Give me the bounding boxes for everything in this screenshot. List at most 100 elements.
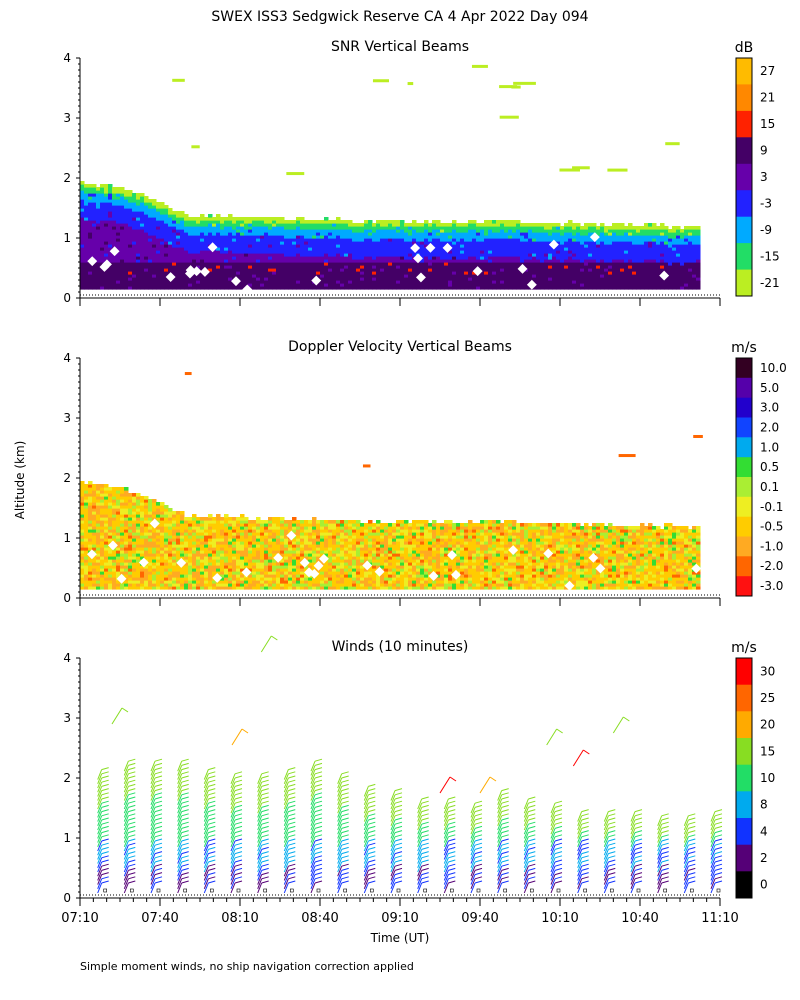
heatmap-cell [120, 259, 125, 263]
heatmap-cell [352, 274, 357, 278]
heatmap-cell [504, 244, 509, 248]
heatmap-cell [160, 529, 165, 533]
heatmap-cell [156, 211, 161, 215]
heatmap-cell [164, 286, 169, 290]
heatmap-cell [176, 280, 181, 284]
heatmap-cell [220, 271, 225, 275]
heatmap-cell [132, 226, 137, 230]
heatmap-cell [112, 268, 117, 272]
heatmap-cell [276, 283, 281, 287]
heatmap-cell [564, 262, 569, 266]
heatmap-cell [144, 586, 149, 590]
heatmap-cell [88, 517, 93, 521]
heatmap-cell [632, 262, 637, 266]
heatmap-cell [680, 253, 685, 257]
heatmap-cell [588, 244, 593, 248]
heatmap-cell [268, 220, 273, 224]
heatmap-cell [312, 256, 317, 260]
heatmap-cell [348, 259, 353, 263]
heatmap-cell [652, 241, 657, 245]
heatmap-cell [172, 280, 177, 284]
heatmap-cell [328, 244, 333, 248]
heatmap-cell [144, 547, 149, 551]
heatmap-cell [172, 511, 177, 515]
heatmap-cell [176, 217, 181, 221]
heatmap-cell [200, 274, 205, 278]
heatmap-cell [96, 268, 101, 272]
heatmap-cell [604, 229, 609, 233]
heatmap-cell [132, 202, 137, 206]
heatmap-cell [536, 235, 541, 239]
heatmap-cell [132, 223, 137, 227]
heatmap-cell [128, 535, 133, 539]
heatmap-cell [140, 574, 145, 578]
heatmap-cell [108, 553, 113, 557]
heatmap-cell [684, 268, 689, 272]
heatmap-cell [288, 262, 293, 266]
heatmap-cell [196, 265, 201, 269]
heatmap-cell [220, 238, 225, 242]
heatmap-cell [136, 286, 141, 290]
heatmap-cell [124, 262, 129, 266]
heatmap-cell [696, 283, 701, 287]
heatmap-cell [396, 274, 401, 278]
heatmap-cell [440, 238, 445, 242]
heatmap-cell [144, 577, 149, 581]
heatmap-cell [208, 241, 213, 245]
heatmap-cell [200, 583, 205, 587]
heatmap-cell [120, 550, 125, 554]
heatmap-cell [380, 226, 385, 230]
heatmap-cell [532, 232, 537, 236]
heatmap-cell [296, 262, 301, 266]
heatmap-cell [336, 220, 341, 224]
heatmap-cell [84, 274, 89, 278]
heatmap-cell [116, 190, 121, 194]
heatmap-cell [148, 211, 153, 215]
heatmap-cell [504, 286, 509, 290]
heatmap-cell [88, 256, 93, 260]
heatmap-cell [584, 265, 589, 269]
heatmap-cell [384, 253, 389, 257]
heatmap-cell [220, 274, 225, 278]
heatmap-cell [520, 247, 525, 251]
heatmap-cell [368, 262, 373, 266]
heatmap-cell [324, 277, 329, 281]
heatmap-cell [180, 517, 185, 521]
heatmap-cell [576, 262, 581, 266]
heatmap-cell [252, 253, 257, 257]
colorbar-unit: dB [735, 40, 754, 56]
heatmap-cell [280, 241, 285, 245]
heatmap-cell [140, 529, 145, 533]
heatmap-cell [472, 259, 477, 263]
heatmap-cell [148, 571, 153, 575]
heatmap-cell [160, 271, 165, 275]
heatmap-cell [196, 286, 201, 290]
heatmap-cell [300, 271, 305, 275]
heatmap-cell [216, 532, 221, 536]
heatmap-cell [204, 256, 209, 260]
heatmap-cell [444, 271, 449, 275]
heatmap-cell [588, 271, 593, 275]
heatmap-cell [156, 268, 161, 272]
heatmap-cell [296, 235, 301, 239]
heatmap-cell [128, 547, 133, 551]
heatmap-cell [152, 214, 157, 218]
heatmap-cell [388, 226, 393, 230]
heatmap-cell [208, 547, 213, 551]
heatmap-cell [688, 241, 693, 245]
heatmap-cell [464, 232, 469, 236]
heatmap-cell [648, 277, 653, 281]
heatmap-cell [260, 235, 265, 239]
heatmap-cell [364, 283, 369, 287]
heatmap-cell [380, 235, 385, 239]
heatmap-cell [628, 280, 633, 284]
sparse-echo [471, 64, 488, 68]
heatmap-cell [660, 229, 665, 233]
heatmap-cell [84, 502, 89, 506]
heatmap-cell [212, 532, 217, 536]
heatmap-cell [100, 484, 105, 488]
heatmap-cell [224, 541, 229, 545]
heatmap-cell [620, 229, 625, 233]
heatmap-cell [184, 586, 189, 590]
heatmap-cell [560, 268, 565, 272]
